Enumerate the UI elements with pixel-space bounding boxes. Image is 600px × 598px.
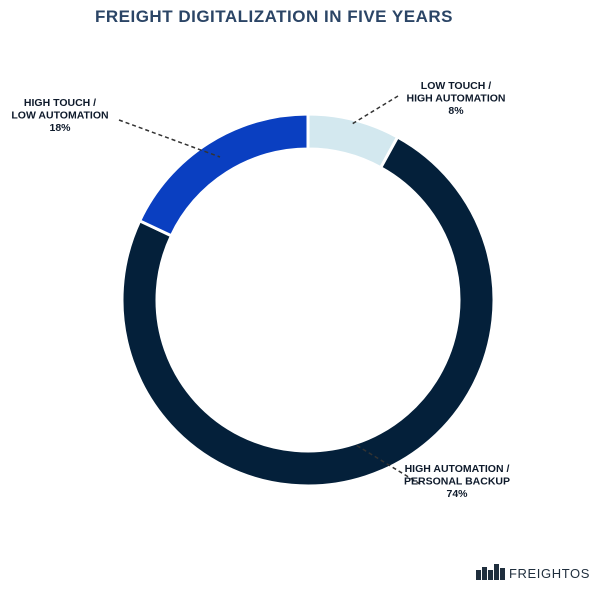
slice-label-1: LOW TOUCH / HIGH AUTOMATION 8% — [407, 80, 506, 117]
leader-line-2 — [355, 444, 421, 485]
slice-label-3: HIGH TOUCH / LOW AUTOMATION 18% — [11, 97, 108, 134]
slice-label-line: HIGH AUTOMATION — [407, 93, 506, 105]
slice-value-label: 8% — [448, 105, 464, 117]
slice-label-2: HIGH AUTOMATION / PERSONAL BACKUP 74% — [404, 463, 510, 500]
leader-line-1 — [351, 95, 399, 125]
slice-label-line: LOW TOUCH / — [421, 80, 491, 92]
brand-name: FREIGHTOS — [509, 566, 590, 581]
chart-title: FREIGHT DIGITALIZATION IN FIVE YEARS — [95, 7, 453, 26]
freightos-containers-icon — [476, 564, 505, 580]
donut-slice-3 — [137, 112, 310, 238]
leader-line-3 — [118, 119, 221, 158]
slice-label-line: PERSONAL BACKUP — [404, 476, 510, 488]
slice-label-line: HIGH TOUCH / — [24, 97, 96, 109]
brand-logo: FREIGHTOS — [476, 564, 590, 581]
slice-value-label: 18% — [49, 122, 71, 134]
slice-label-line: LOW AUTOMATION — [11, 110, 108, 122]
donut-slice-2 — [120, 134, 496, 488]
slice-label-line: HIGH AUTOMATION / — [405, 463, 510, 475]
donut-slices — [120, 112, 496, 488]
leader-lines — [118, 95, 421, 485]
slice-value-label: 74% — [446, 488, 468, 500]
slice-labels: LOW TOUCH / HIGH AUTOMATION 8%HIGH AUTOMAT… — [11, 80, 510, 500]
